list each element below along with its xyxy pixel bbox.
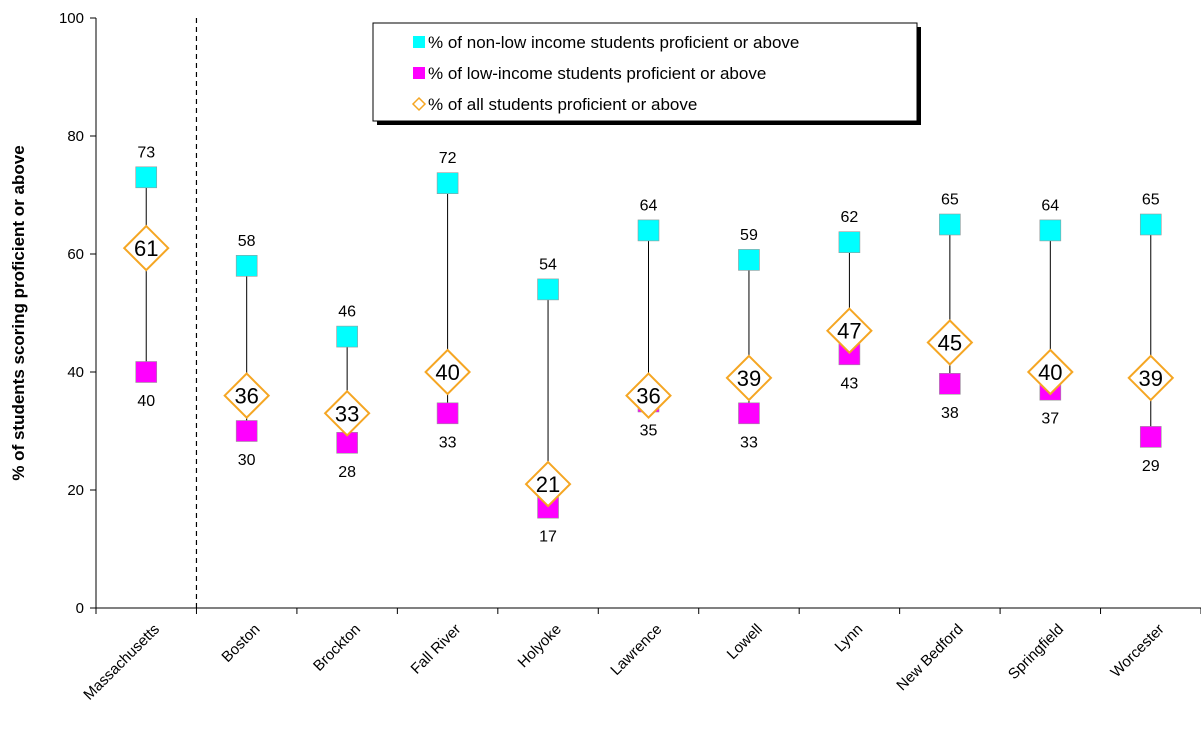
- all-students-label: 36: [636, 384, 660, 409]
- all-students-label: 39: [1139, 366, 1163, 391]
- all-students-label: 33: [335, 401, 359, 426]
- x-tick-label: Lawrence: [607, 621, 665, 679]
- low-income-point: [939, 372, 961, 395]
- non-low-income-label: 46: [338, 304, 356, 321]
- all-students-point: [323, 389, 371, 437]
- non-low-income-point: [537, 278, 559, 301]
- data-marks: [122, 166, 1175, 519]
- all-students-point: [1026, 348, 1074, 396]
- low-income-point: [738, 402, 760, 425]
- y-axis-label: % of students scoring proficient or abov…: [9, 145, 28, 480]
- x-tick-label: Brockton: [310, 621, 364, 675]
- all-students-point: [926, 319, 974, 366]
- non-low-income-point: [637, 219, 660, 242]
- all-students-label: 39: [737, 366, 761, 391]
- legend-square-icon: [413, 36, 425, 48]
- legend: % of non-low income students proficient …: [372, 22, 921, 125]
- low-income-point: [436, 402, 459, 425]
- x-tick-label: Fall River: [408, 621, 465, 678]
- all-students-point: [625, 372, 672, 420]
- non-low-income-point: [436, 172, 459, 194]
- low-income-label: 17: [539, 529, 557, 546]
- all-students-point: [1127, 354, 1175, 402]
- low-income-label: 29: [1142, 458, 1160, 475]
- data-labels: 61 73 40 36 58 30 33 46 28 40 72 33 21 54 17 36 64 35 39 59…: [134, 144, 1163, 545]
- non-low-income-point: [135, 166, 158, 189]
- non-low-income-point: [1139, 213, 1162, 236]
- legend-square-icon: [413, 67, 425, 79]
- low-income-label: 33: [740, 434, 758, 451]
- y-tick-label: 60: [67, 246, 84, 263]
- all-students-label: 47: [837, 319, 861, 344]
- non-low-income-point: [738, 249, 760, 271]
- all-students-label: 40: [435, 360, 459, 385]
- low-income-point: [235, 420, 258, 442]
- y-tick-label: 0: [76, 600, 84, 617]
- x-tick-label: Worcester: [1107, 621, 1167, 681]
- non-low-income-label: 59: [740, 227, 758, 244]
- x-tick-label: Boston: [218, 621, 263, 666]
- all-students-label: 36: [234, 384, 258, 409]
- x-tick-label: Lowell: [724, 621, 766, 663]
- low-income-label: 38: [941, 405, 959, 422]
- low-income-point: [1139, 426, 1162, 448]
- low-income-label: 30: [238, 452, 256, 469]
- legend-entry: % of all students proficient or above: [428, 95, 697, 114]
- legend-entry: % of non-low income students proficient …: [428, 33, 799, 52]
- legend-entry: % of low-income students proficient or a…: [428, 64, 766, 83]
- non-low-income-point: [336, 325, 358, 348]
- non-low-income-label: 62: [841, 209, 859, 226]
- x-tick-label: Holyoke: [515, 621, 565, 671]
- non-low-income-point: [1039, 219, 1062, 242]
- legend-diamond-icon: [411, 96, 427, 112]
- non-low-income-label: 73: [137, 144, 155, 161]
- low-income-label: 28: [338, 464, 356, 481]
- x-tick-label: Springfield: [1005, 621, 1067, 683]
- all-students-label: 40: [1038, 360, 1062, 385]
- low-income-point: [135, 361, 158, 383]
- low-income-label: 40: [137, 393, 155, 410]
- low-income-label: 43: [841, 375, 859, 392]
- legend-box: [372, 22, 918, 122]
- non-low-income-point: [235, 255, 258, 277]
- all-students-point: [122, 224, 170, 272]
- non-low-income-label: 64: [640, 197, 658, 214]
- non-low-income-point: [838, 231, 861, 253]
- all-students-point: [825, 307, 873, 355]
- non-low-income-label: 54: [539, 256, 557, 273]
- non-low-income-point: [939, 213, 961, 236]
- all-students-label: 45: [938, 331, 962, 356]
- low-income-label: 33: [439, 434, 457, 451]
- all-students-label: 21: [536, 472, 560, 497]
- x-tick-label: Lynn: [832, 621, 867, 656]
- non-low-income-label: 65: [1142, 192, 1160, 209]
- y-tick-label: 20: [67, 482, 84, 499]
- all-students-point: [725, 354, 773, 402]
- y-tick-label: 100: [59, 10, 84, 27]
- low-income-label: 37: [1041, 411, 1059, 428]
- all-students-point: [223, 372, 271, 420]
- non-low-income-label: 65: [941, 192, 959, 209]
- x-tick-label: Massachusetts: [80, 621, 163, 704]
- non-low-income-label: 64: [1041, 197, 1059, 214]
- y-tick-label: 80: [67, 128, 84, 145]
- x-tick-label: New Bedford: [893, 621, 966, 694]
- all-students-label: 61: [134, 236, 158, 261]
- non-low-income-label: 72: [439, 150, 457, 167]
- non-low-income-label: 58: [238, 233, 256, 250]
- all-students-point: [424, 348, 472, 396]
- all-students-point: [524, 460, 572, 508]
- low-income-label: 35: [640, 423, 658, 440]
- y-tick-label: 40: [67, 364, 84, 381]
